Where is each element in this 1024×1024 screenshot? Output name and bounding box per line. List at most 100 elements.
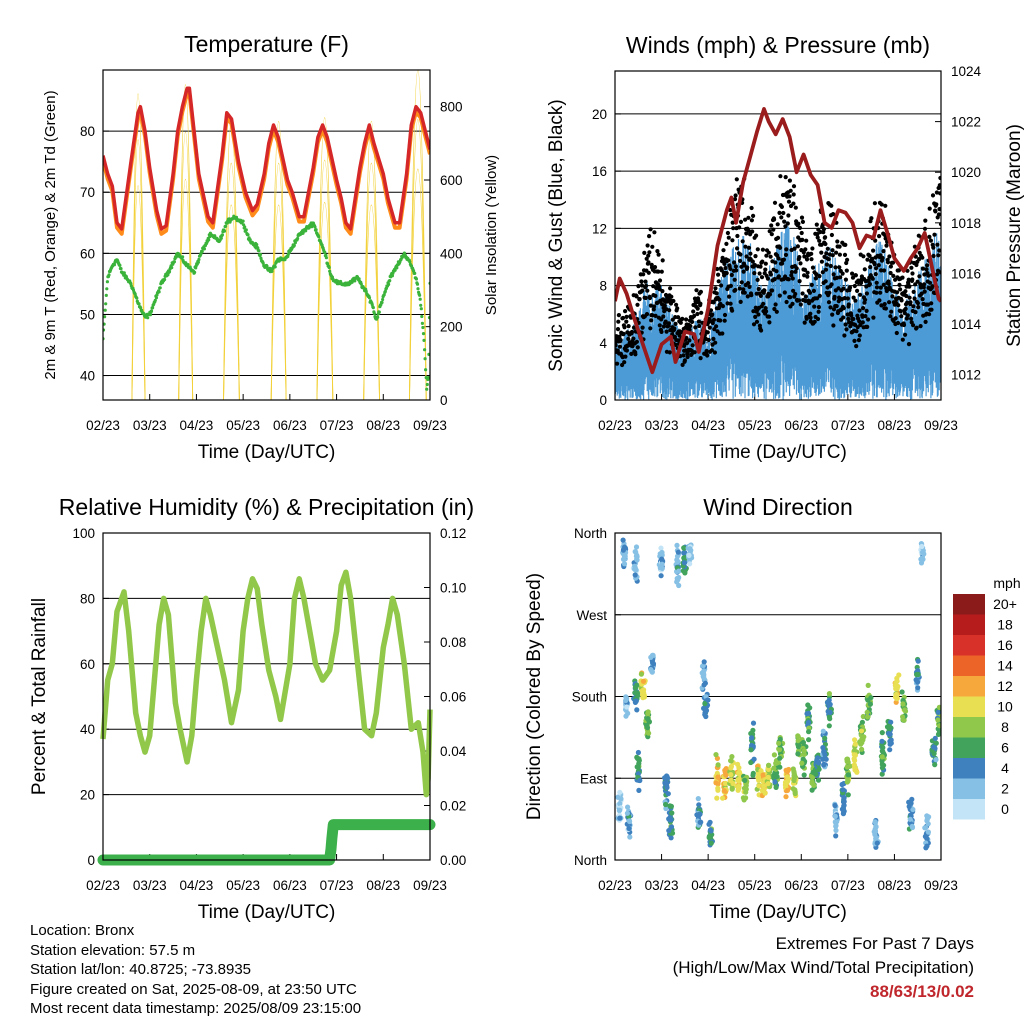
dewpoint-point — [246, 233, 250, 237]
dewpoint-point — [133, 292, 137, 296]
gust-point — [857, 308, 862, 313]
gust-point — [639, 283, 645, 288]
gust-point — [678, 320, 683, 325]
wind-direction-point — [915, 679, 921, 685]
wind-direction-point — [861, 734, 867, 740]
dewpoint-point — [137, 302, 141, 306]
wind-direction-point — [675, 549, 682, 555]
gust-point — [648, 326, 653, 331]
gust-point — [711, 300, 716, 305]
wind-direction-point — [795, 734, 801, 740]
gust-point — [810, 265, 816, 270]
gust-point — [694, 288, 699, 293]
gust-point — [666, 321, 672, 326]
gust-point — [915, 301, 921, 306]
gust-point — [828, 263, 833, 269]
humidity-panel: Relative Humidity (%) & Precipitation (i… — [29, 494, 474, 923]
wind-direction-point — [634, 556, 640, 562]
x-tick-label: 08/23 — [878, 878, 912, 893]
gust-point — [781, 257, 787, 262]
gust-point — [644, 312, 650, 317]
gust-point — [924, 267, 929, 272]
wind-direction-point — [735, 761, 741, 768]
gust-point — [835, 239, 840, 244]
wind-direction-point — [894, 685, 900, 691]
gust-point — [767, 320, 772, 325]
legend-title: mph — [993, 575, 1020, 591]
gust-point — [732, 277, 737, 282]
wind-direction-point — [618, 796, 624, 802]
gust-point — [624, 348, 630, 353]
dewpoint-point — [408, 260, 412, 264]
y-tick-label: North — [574, 526, 607, 541]
wind-direction-point — [777, 764, 783, 770]
y2-tick-label: 0.12 — [440, 526, 466, 541]
station-info: Location: Bronx Station elevation: 57.5 … — [30, 921, 361, 1019]
wind-direction-point — [936, 704, 941, 710]
gust-point — [809, 257, 814, 262]
gust-point — [799, 215, 805, 220]
temperature-ylabel: 2m & 9m T (Red, Orange) & 2m Td (Green) — [42, 90, 59, 379]
dewpoint-point — [353, 279, 357, 283]
gust-point — [673, 342, 678, 347]
gust-point — [786, 277, 791, 282]
gust-point — [910, 277, 915, 282]
wind-direction-point — [879, 738, 885, 744]
dewpoint-point — [112, 263, 116, 267]
gust-point — [829, 232, 835, 238]
gust-point — [850, 275, 856, 280]
gust-point — [802, 320, 807, 325]
gust-point — [714, 324, 719, 329]
gust-point — [832, 294, 837, 299]
gust-point — [783, 175, 788, 180]
dewpoint-point — [388, 279, 392, 283]
temperature-title: Temperature (F) — [184, 31, 349, 57]
gust-point — [634, 339, 640, 344]
wind-direction-point — [899, 689, 905, 695]
wind-direction-point — [722, 780, 729, 787]
plot-border — [614, 70, 942, 401]
solar-insolation-line — [408, 119, 427, 400]
gust-point — [794, 266, 799, 271]
relative-humidity-line — [100, 569, 433, 798]
temp-2m-line — [103, 86, 430, 231]
wind-direction-point — [668, 824, 675, 830]
x-tick-label: 09/23 — [924, 878, 958, 893]
x-tick-label: 02/23 — [598, 418, 632, 433]
y-tick-label: 100 — [72, 526, 95, 541]
dewpoint-point — [261, 261, 265, 265]
x-tick-label: 07/23 — [831, 418, 865, 433]
gust-point — [624, 314, 629, 319]
gust-point — [672, 326, 677, 331]
dewpoint-point — [105, 280, 109, 284]
wind-direction-point — [900, 714, 906, 720]
dewpoint-point — [296, 236, 300, 241]
gust-point — [887, 254, 892, 259]
wind-direction-point — [865, 697, 871, 703]
gust-point — [716, 272, 721, 277]
gust-point — [753, 314, 758, 319]
dewpoint-point — [157, 290, 161, 294]
gust-point — [882, 302, 887, 307]
gust-point — [810, 246, 815, 251]
wind-direction-point — [815, 760, 822, 766]
legend-swatch — [953, 737, 985, 758]
dewpoint-point — [259, 256, 263, 260]
wind-direction-point — [919, 549, 926, 555]
gust-point — [649, 318, 654, 323]
gust-point — [652, 304, 657, 309]
wind-direction-point — [821, 748, 827, 755]
gust-point — [760, 259, 765, 264]
wind-direction-plot-area — [615, 537, 941, 851]
gust-point — [849, 313, 854, 318]
gust-point — [786, 213, 791, 218]
wind-direction-point — [686, 552, 692, 559]
gust-point — [919, 291, 924, 296]
wind-direction-point — [887, 731, 893, 737]
wind-direction-point — [640, 678, 647, 684]
gust-point — [843, 322, 848, 327]
gust-point — [925, 302, 931, 307]
dewpoint-point — [104, 293, 108, 297]
gust-point — [879, 303, 884, 308]
dewpoint-point — [423, 348, 427, 352]
